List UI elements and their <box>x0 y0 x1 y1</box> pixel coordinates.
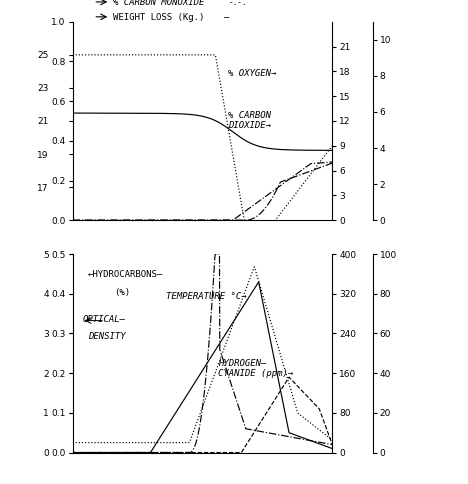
Text: TEMPERATURE °C→: TEMPERATURE °C→ <box>166 292 247 301</box>
Text: % CARBON
DIOXIDE→: % CARBON DIOXIDE→ <box>228 110 271 130</box>
Text: -.-.: -.-. <box>228 0 247 7</box>
Text: OPTICAL–: OPTICAL– <box>83 315 126 324</box>
Text: WEIGHT LOSS (Kg.): WEIGHT LOSS (Kg.) <box>113 13 204 22</box>
Text: % OXYGEN→: % OXYGEN→ <box>228 69 277 78</box>
Text: HYDROGEN–
CYANIDE (ppm)→: HYDROGEN– CYANIDE (ppm)→ <box>218 359 293 378</box>
Text: (%): (%) <box>114 288 130 297</box>
Text: ←HYDROCARBONS—: ←HYDROCARBONS— <box>88 270 163 279</box>
Text: —: — <box>225 13 230 22</box>
Text: DENSITY: DENSITY <box>88 333 126 341</box>
Text: % CARBON MONOXIDE: % CARBON MONOXIDE <box>113 0 204 7</box>
